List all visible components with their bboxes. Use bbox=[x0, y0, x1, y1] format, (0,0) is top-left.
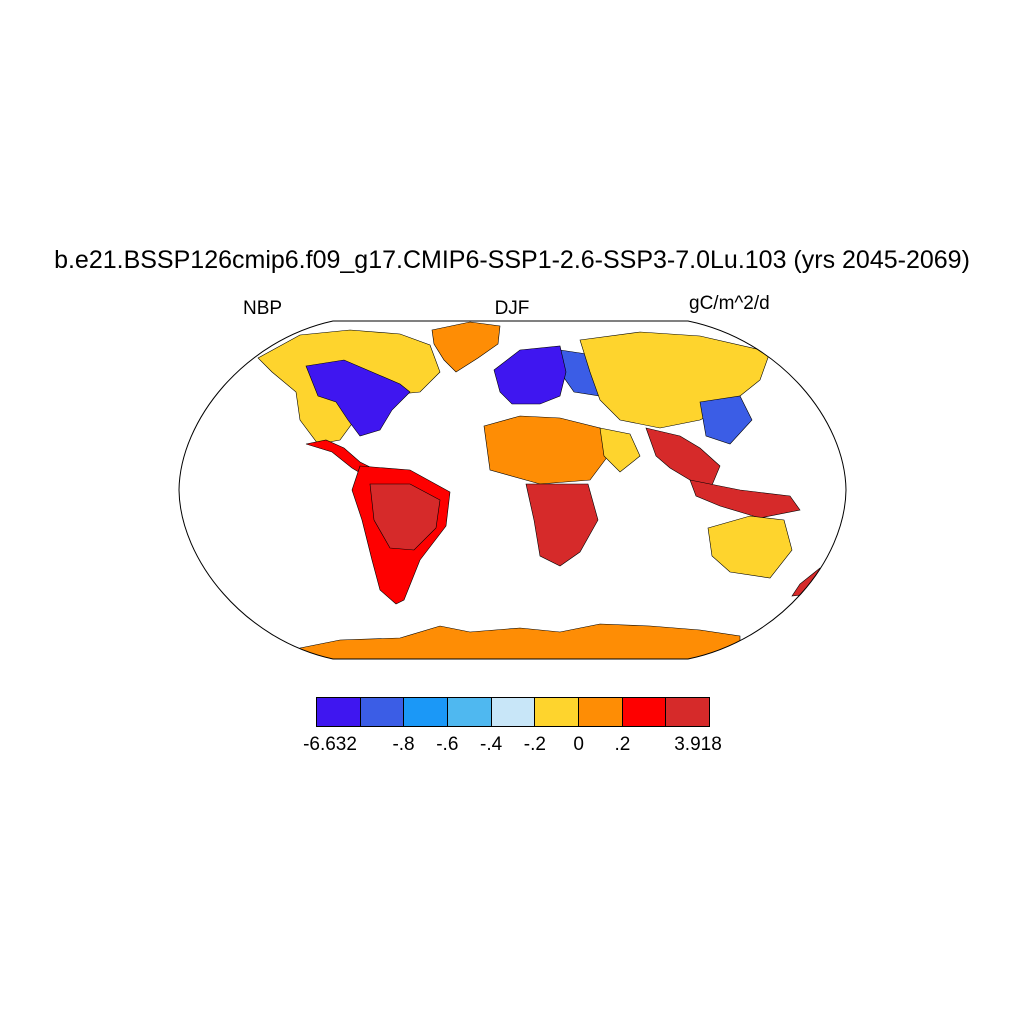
colorbar-box-1 bbox=[360, 698, 405, 726]
colorbar-box-4 bbox=[491, 698, 536, 726]
colorbar-tick-label: -.6 bbox=[436, 734, 459, 755]
variable-label: NBP bbox=[243, 298, 283, 319]
colorbar-tick-label: 0 bbox=[573, 734, 584, 755]
region-antarctica bbox=[289, 623, 741, 659]
colorbar-box-0 bbox=[317, 698, 361, 726]
region-india-se-asia bbox=[645, 427, 721, 491]
colorbar-tick-label: -6.632 bbox=[303, 734, 357, 755]
region-indonesia bbox=[689, 479, 801, 519]
colorbar-tick-label: -.4 bbox=[480, 734, 503, 755]
colorbar bbox=[316, 697, 710, 727]
map-outline bbox=[178, 320, 847, 660]
colorbar-box-8 bbox=[666, 698, 710, 726]
colorbar-tick-label: 3.918 bbox=[674, 734, 722, 755]
colorbar-tick-label: -.2 bbox=[523, 734, 546, 755]
colorbar-tick-label: .2 bbox=[614, 734, 631, 755]
colorbar-box-6 bbox=[579, 698, 623, 726]
region-arabia bbox=[599, 427, 641, 473]
units-label: gC/m^2/d bbox=[689, 293, 770, 314]
colorbar-box-2 bbox=[404, 698, 449, 726]
region-east-china bbox=[699, 395, 753, 445]
colorbar-box-5 bbox=[535, 698, 580, 726]
region-southern-africa bbox=[525, 483, 599, 567]
region-sahara bbox=[483, 415, 609, 485]
colorbar-box-3 bbox=[448, 698, 492, 726]
region-greenland bbox=[431, 321, 501, 373]
region-amazon bbox=[369, 483, 441, 551]
season-label: DJF bbox=[494, 298, 530, 319]
region-europe bbox=[493, 345, 567, 405]
plot-title: b.e21.BSSP126cmip6.f09_g17.CMIP6-SSP1-2.… bbox=[54, 246, 970, 274]
colorbar-box-7 bbox=[622, 698, 667, 726]
region-eastern-north-america bbox=[305, 359, 411, 437]
colorbar-tick-label: -.8 bbox=[392, 734, 415, 755]
region-australia bbox=[707, 515, 793, 579]
